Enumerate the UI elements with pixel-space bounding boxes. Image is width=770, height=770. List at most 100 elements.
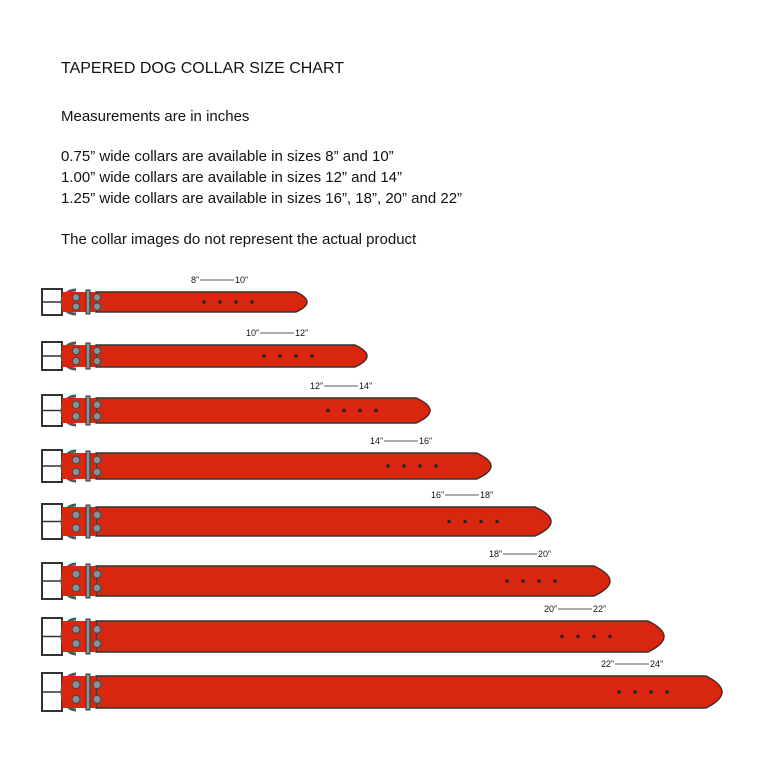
collar: 16” 18” <box>41 490 552 540</box>
adjustment-hole <box>250 300 254 304</box>
keeper-loop <box>85 618 91 655</box>
adjustment-hole <box>463 519 467 524</box>
size-to-label: 12” <box>295 328 308 338</box>
rivet <box>92 346 102 356</box>
adjustment-hole <box>633 690 637 694</box>
adjustment-hole <box>262 354 266 358</box>
availability-line: 1.25” wide collars are available in size… <box>61 190 463 207</box>
adjustment-hole <box>537 579 541 583</box>
collar: 8” 10” <box>41 275 308 316</box>
rivet <box>92 510 102 520</box>
collar-strap <box>95 344 368 368</box>
availability-line: 1.00” wide collars are available in size… <box>61 169 403 186</box>
size-from-label: 16” <box>431 490 444 500</box>
rivet <box>71 624 81 634</box>
collar-fold <box>62 676 96 708</box>
size-to-label: 22” <box>593 604 606 614</box>
rivet <box>71 346 81 356</box>
rivet <box>71 412 81 421</box>
size-from-label: 14” <box>370 436 383 446</box>
adjustment-hole <box>576 634 580 639</box>
rivet <box>71 694 81 704</box>
adjustment-hole <box>479 519 483 524</box>
size-from-label: 20” <box>544 604 557 614</box>
adjustment-hole <box>447 519 451 524</box>
adjustment-hole <box>326 408 330 413</box>
collar-strap <box>95 506 552 537</box>
rivet <box>71 293 81 302</box>
size-from-label: 12” <box>310 381 323 391</box>
collar-fold <box>62 507 96 536</box>
keeper-loop <box>85 342 91 370</box>
rivet <box>71 583 81 593</box>
rivet <box>92 356 102 366</box>
keeper-loop <box>85 395 91 426</box>
adjustment-hole <box>495 519 499 524</box>
size-to-label: 20” <box>538 549 551 559</box>
keeper-loop <box>85 504 91 539</box>
adjustment-hole <box>608 634 612 639</box>
adjustment-hole <box>278 354 282 358</box>
rivet <box>92 694 102 704</box>
collar-strap <box>95 397 431 424</box>
collar-fold <box>62 453 96 479</box>
adjustment-hole <box>234 300 238 304</box>
adjustment-hole <box>218 300 222 304</box>
availability-line: 0.75” wide collars are available in size… <box>61 148 394 165</box>
collar-strap <box>95 620 665 653</box>
rivet <box>92 412 102 421</box>
rivet <box>71 510 81 520</box>
size-from-label: 18” <box>489 549 502 559</box>
adjustment-hole <box>617 690 621 694</box>
size-from-label: 22” <box>601 659 614 669</box>
adjustment-hole <box>386 464 390 468</box>
rivet <box>71 569 81 579</box>
rivet <box>71 455 81 465</box>
adjustment-hole <box>649 690 653 694</box>
size-to-label: 18” <box>480 490 493 500</box>
collar-strap <box>95 452 492 480</box>
adjustment-hole <box>521 579 525 583</box>
collar: 14” 16” <box>41 436 492 483</box>
rivet <box>92 302 102 311</box>
chart-title: TAPERED DOG COLLAR SIZE CHART <box>61 60 345 77</box>
adjustment-hole <box>592 634 596 639</box>
size-to-label: 14” <box>359 381 372 391</box>
collar-fold <box>62 621 96 652</box>
collar: 10” 12” <box>41 328 368 371</box>
rivet <box>92 680 102 690</box>
adjustment-hole <box>402 464 406 468</box>
size-from-label: 8” <box>191 275 199 285</box>
keeper-loop <box>85 450 91 482</box>
adjustment-hole <box>434 464 438 468</box>
size-to-label: 10” <box>235 275 248 285</box>
adjustment-hole <box>374 408 378 413</box>
size-to-label: 24” <box>650 659 663 669</box>
collar: 22” 24” <box>41 659 723 712</box>
size-from-label: 10” <box>246 328 259 338</box>
rivet <box>71 302 81 311</box>
keeper-loop <box>85 289 91 315</box>
adjustment-hole <box>418 464 422 468</box>
rivet <box>92 400 102 409</box>
size-to-label: 16” <box>419 436 432 446</box>
adjustment-hole <box>342 408 346 413</box>
rivet <box>92 467 102 477</box>
rivet <box>71 467 81 477</box>
rivet <box>71 400 81 409</box>
rivet <box>92 293 102 302</box>
collar-fold <box>62 566 96 596</box>
rivet <box>92 624 102 634</box>
rivet <box>92 639 102 649</box>
adjustment-hole <box>294 354 298 358</box>
disclaimer: The collar images do not represent the a… <box>61 231 417 248</box>
adjustment-hole <box>358 408 362 413</box>
measurement-note: Measurements are in inches <box>61 108 250 125</box>
rivet <box>92 523 102 533</box>
collar: 18” 20” <box>41 549 611 600</box>
rivet <box>92 455 102 465</box>
adjustment-hole <box>202 300 206 304</box>
collar: 20” 22” <box>41 604 665 656</box>
